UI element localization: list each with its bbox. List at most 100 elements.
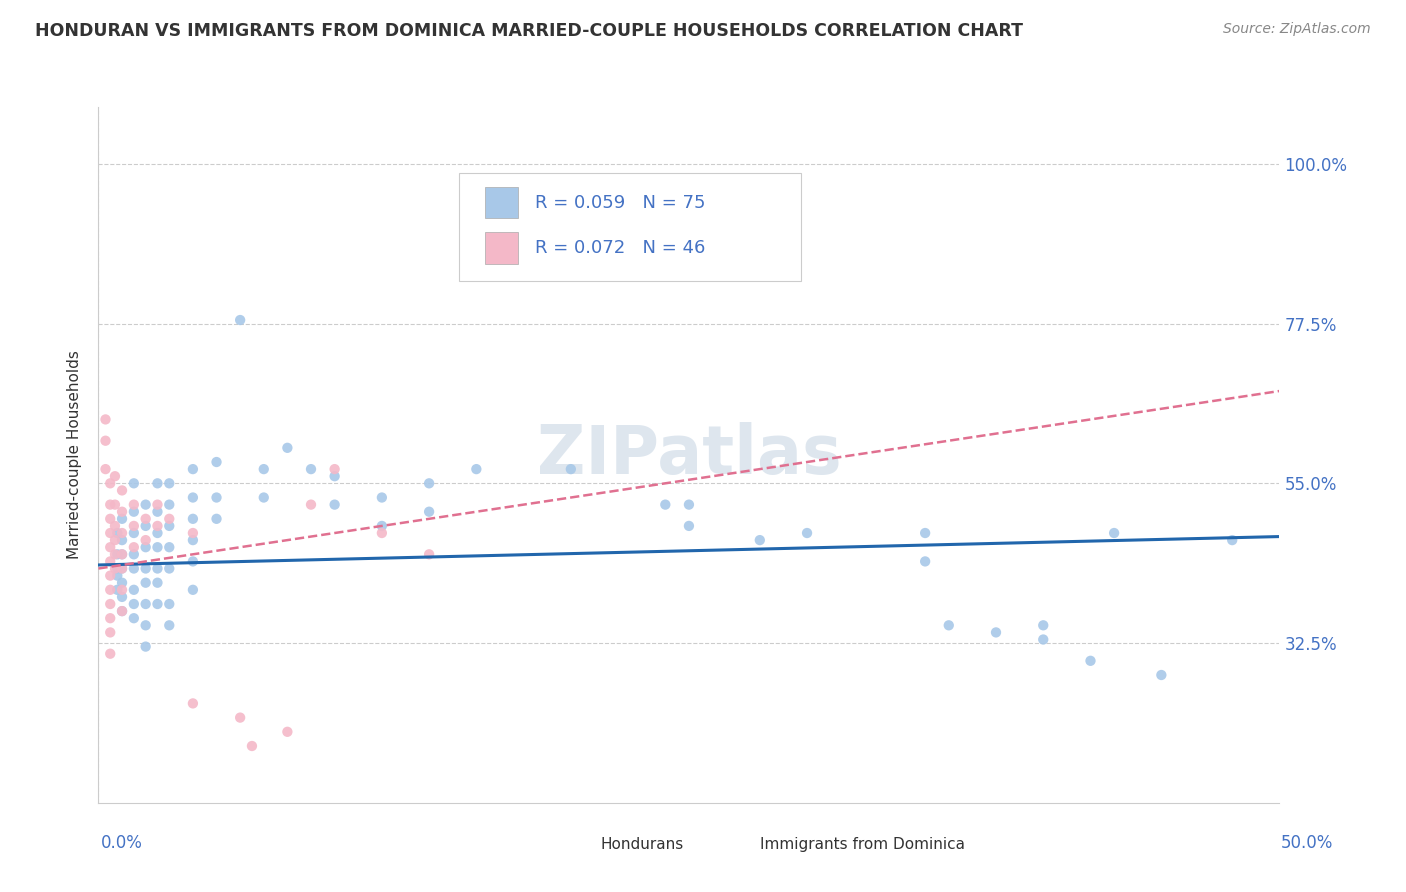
Point: [181, 697, 204, 711]
Point: [229, 710, 252, 724]
Text: HONDURAN VS IMMIGRANTS FROM DOMINICA MARRIED-COUPLE HOUSEHOLDS CORRELATION CHART: HONDURAN VS IMMIGRANTS FROM DOMINICA MAR…: [35, 22, 1024, 40]
Point: [229, 313, 252, 327]
Point: [276, 441, 298, 455]
Point: [181, 526, 204, 541]
Point: [94, 462, 117, 476]
Point: [98, 582, 121, 597]
Point: [111, 512, 134, 526]
Bar: [485, 232, 517, 263]
Point: [276, 724, 298, 739]
Point: [1032, 632, 1054, 647]
Text: Immigrants from Dominica: Immigrants from Dominica: [759, 837, 965, 852]
Point: [654, 498, 676, 512]
Point: [98, 526, 121, 541]
Text: Source: ZipAtlas.com: Source: ZipAtlas.com: [1223, 22, 1371, 37]
Point: [914, 554, 936, 568]
Point: [111, 561, 134, 575]
Point: [181, 462, 204, 476]
Point: [205, 512, 228, 526]
Point: [122, 519, 145, 533]
Point: [122, 476, 145, 491]
Point: [157, 618, 180, 632]
Point: [181, 533, 204, 548]
Point: [371, 519, 394, 533]
Point: [111, 505, 134, 519]
Point: [105, 526, 128, 541]
Text: 0.0%: 0.0%: [101, 834, 143, 852]
Point: [157, 512, 180, 526]
Bar: [485, 187, 517, 219]
Point: [914, 526, 936, 541]
Bar: [724, 833, 751, 855]
Point: [122, 582, 145, 597]
Point: [104, 533, 127, 548]
Point: [323, 469, 346, 483]
Point: [98, 597, 121, 611]
Point: [323, 498, 346, 512]
Bar: [565, 833, 591, 855]
Point: [1102, 526, 1125, 541]
Point: [146, 476, 169, 491]
Point: [146, 575, 169, 590]
Point: [1150, 668, 1173, 682]
Text: Hondurans: Hondurans: [600, 837, 683, 852]
Point: [98, 647, 121, 661]
Point: [98, 498, 121, 512]
Point: [98, 554, 121, 568]
Point: [111, 604, 134, 618]
Point: [135, 533, 157, 548]
Point: [98, 540, 121, 554]
Point: [371, 526, 394, 541]
Point: [104, 498, 127, 512]
Point: [122, 498, 145, 512]
Point: [938, 618, 960, 632]
Point: [122, 597, 145, 611]
Point: [146, 540, 169, 554]
Point: [984, 625, 1007, 640]
Point: [418, 476, 440, 491]
Point: [111, 590, 134, 604]
Point: [157, 540, 180, 554]
Point: [205, 455, 228, 469]
Point: [157, 597, 180, 611]
Point: [135, 498, 157, 512]
Point: [181, 512, 204, 526]
Point: [94, 434, 117, 448]
Point: [146, 561, 169, 575]
Text: ZIPatlas: ZIPatlas: [537, 422, 841, 488]
Point: [135, 519, 157, 533]
Point: [181, 554, 204, 568]
Point: [135, 575, 157, 590]
Point: [104, 519, 127, 533]
Point: [111, 526, 134, 541]
Point: [94, 412, 117, 426]
Point: [146, 519, 169, 533]
Point: [111, 547, 134, 561]
Point: [111, 582, 134, 597]
Text: R = 0.072   N = 46: R = 0.072 N = 46: [536, 239, 706, 257]
Point: [122, 540, 145, 554]
Point: [1220, 533, 1243, 548]
Point: [146, 498, 169, 512]
Point: [105, 568, 128, 582]
Point: [98, 611, 121, 625]
Point: [135, 618, 157, 632]
Point: [105, 561, 128, 575]
Point: [111, 561, 134, 575]
Point: [104, 547, 127, 561]
Point: [104, 469, 127, 483]
Point: [465, 462, 488, 476]
Point: [122, 526, 145, 541]
Point: [240, 739, 263, 753]
Point: [104, 561, 127, 575]
Point: [105, 582, 128, 597]
Point: [299, 498, 322, 512]
Point: [135, 540, 157, 554]
Point: [181, 582, 204, 597]
Point: [146, 526, 169, 541]
FancyBboxPatch shape: [458, 173, 801, 281]
Text: 50.0%: 50.0%: [1281, 834, 1333, 852]
Point: [418, 505, 440, 519]
Point: [253, 491, 276, 505]
Point: [122, 547, 145, 561]
